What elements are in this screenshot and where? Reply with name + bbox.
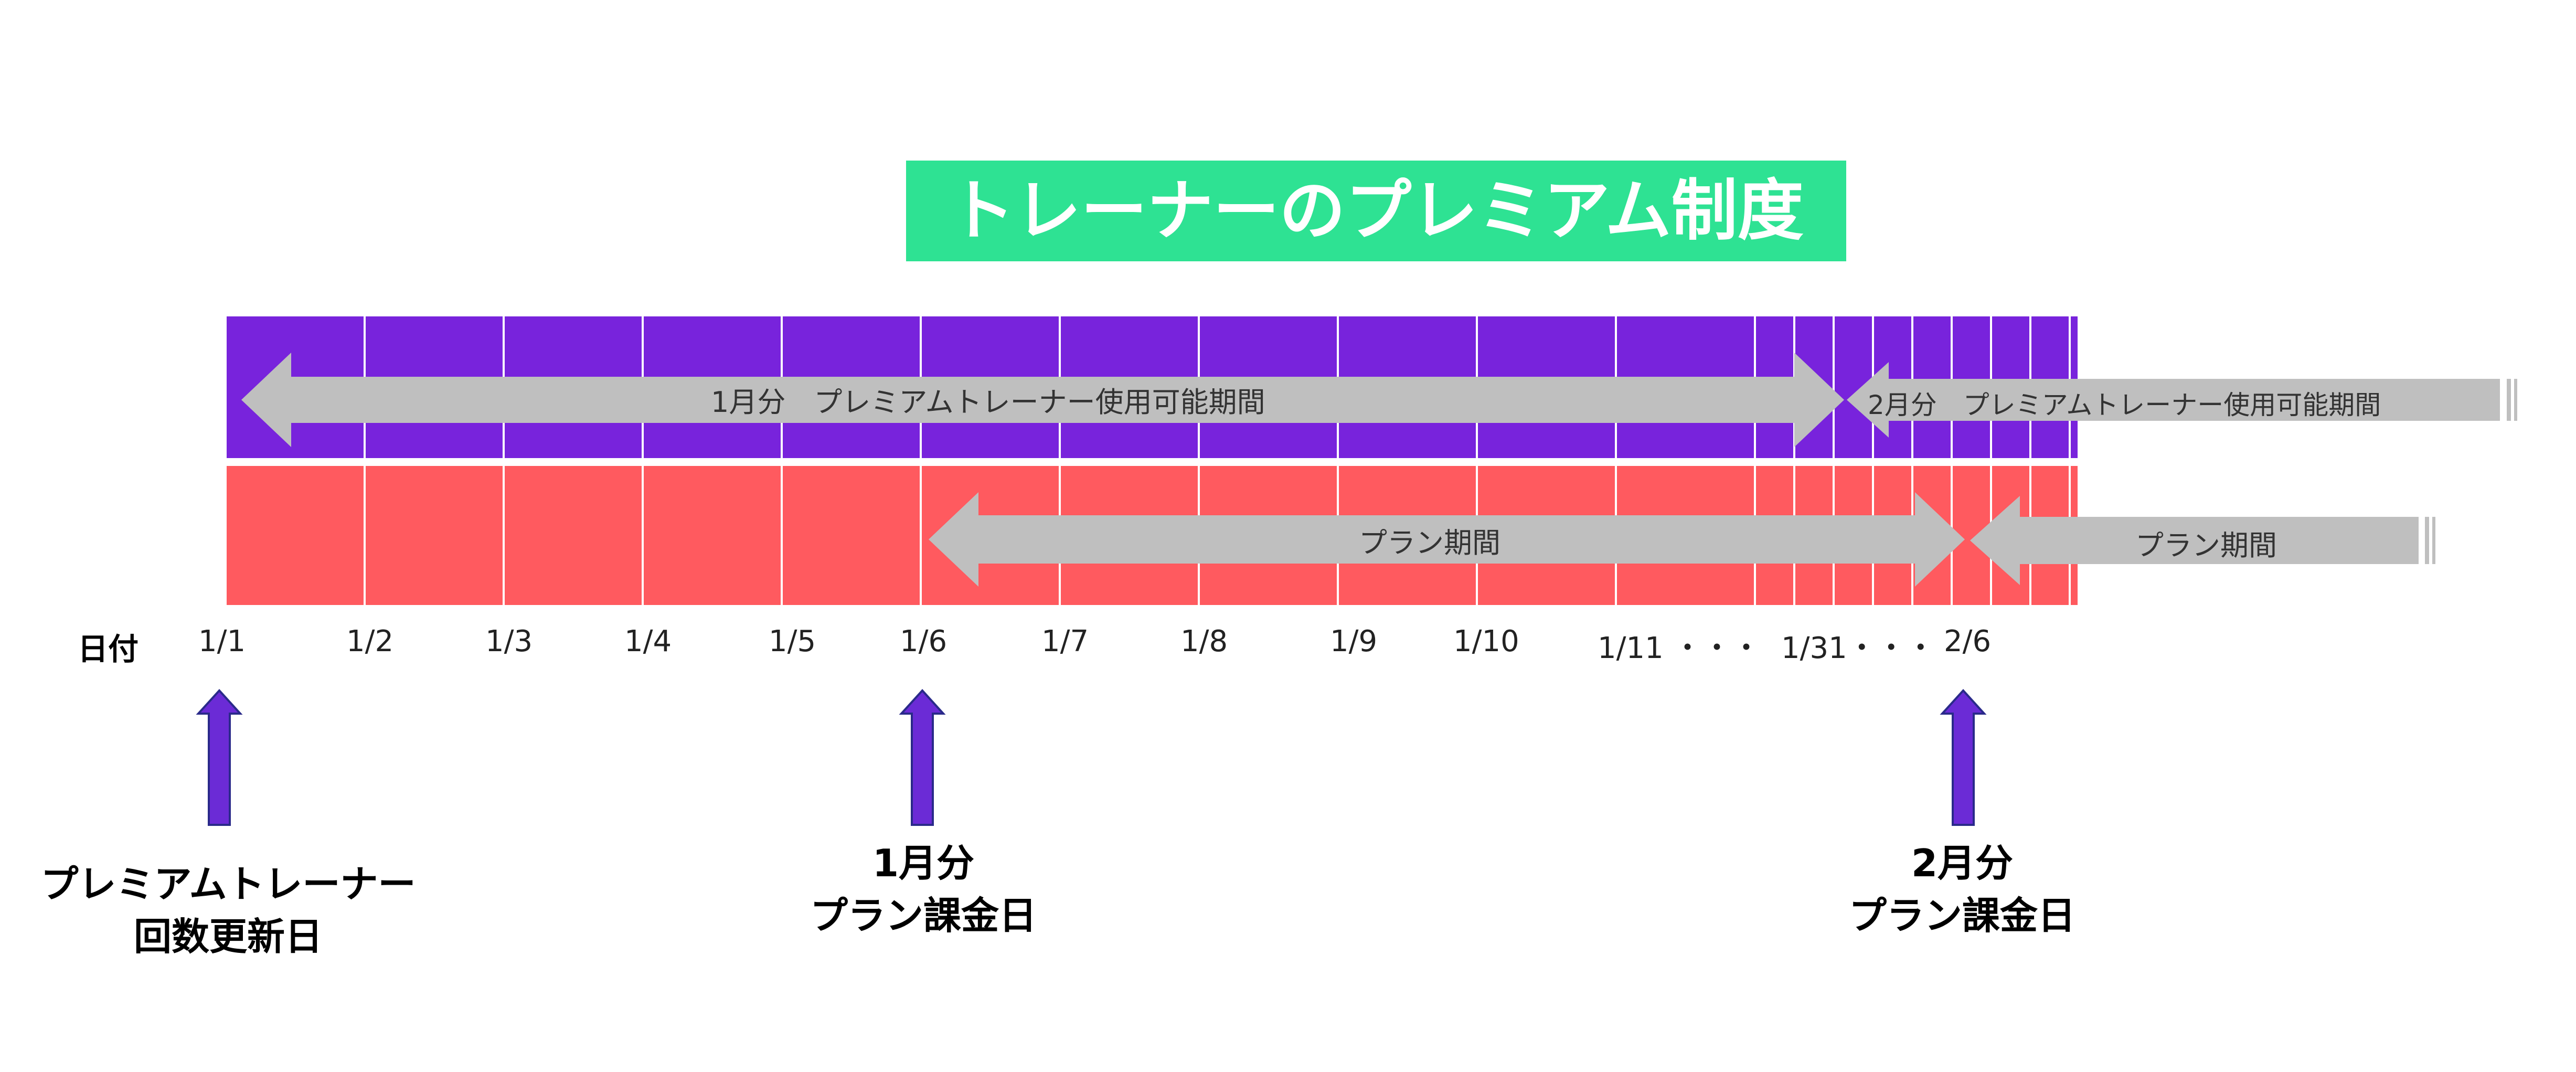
- axis-tick-label: 1/3: [485, 624, 533, 659]
- axis-tick-label: 1/8: [1180, 624, 1228, 659]
- plan-arrow-feb: [1970, 496, 2419, 585]
- caption-jan-billing: 1月分 プラン課金日: [776, 837, 1070, 942]
- plan-arrow-jan: [929, 492, 1965, 587]
- caption-line: プラン課金日: [810, 894, 1037, 938]
- premium-arrow-feb: [1847, 362, 2500, 438]
- plan-arrow-feb-cut: [2425, 517, 2429, 564]
- plan-arrow-feb-label: プラン期間: [2135, 529, 2277, 562]
- title-banner: [906, 161, 1846, 261]
- premium-day-cell: [1795, 316, 1835, 458]
- caption-line: 1月分: [872, 841, 975, 885]
- axis-label: 日付: [78, 631, 139, 667]
- axis-tick-label: 1/6: [900, 624, 948, 659]
- plan-day-cell: [505, 466, 644, 605]
- axis-tick-label: 1/4: [624, 624, 672, 659]
- axis-tick-label: 1/9: [1330, 624, 1378, 659]
- up-arrow-icon: [1940, 689, 1987, 826]
- plan-arrow-jan-label: プラン期間: [1359, 526, 1500, 559]
- caption-line: プレミアムトレーナー: [40, 862, 416, 906]
- premium-arrow-feb-cut2: [2514, 379, 2517, 421]
- premium-arrow-feb-label: 2月分 プレミアムトレーナー使用可能期間: [1868, 390, 2381, 420]
- premium-arrow-jan: [241, 353, 1844, 447]
- premium-arrow-jan-label: 1月分 プレミアムトレーナー使用可能期間: [711, 386, 1265, 419]
- caption-feb-billing: 2月分 プラン課金日: [1815, 837, 2109, 942]
- plan-day-cell: [783, 466, 922, 605]
- caption-premium-renewal: プレミアムトレーナー 回数更新日: [10, 858, 446, 963]
- axis-tick-label: 2/6: [1944, 624, 1992, 659]
- up-arrow-icon: [899, 689, 946, 826]
- plan-day-cell: [644, 466, 783, 605]
- axis-tick-label: 1/31・・・: [1781, 631, 1935, 665]
- plan-day-cell: [366, 466, 505, 605]
- diagram-title: トレーナーのプレミアム制度: [949, 172, 1804, 249]
- axis-tick-label: 1/7: [1041, 624, 1089, 659]
- caption-line: 2月分: [1911, 841, 2014, 885]
- axis-tick-label: 1/1: [198, 624, 246, 659]
- caption-line: プラン課金日: [1848, 894, 2075, 938]
- axis-tick-label: 1/11 ・・・: [1598, 631, 1761, 665]
- axis-tick-label: 1/2: [346, 624, 394, 659]
- axis-tick-label: 1/5: [769, 624, 816, 659]
- axis-tick-label: 1/10: [1453, 624, 1519, 659]
- plan-day-cell: [227, 466, 366, 605]
- up-arrow-icon: [196, 689, 243, 826]
- plan-arrow-feb-cut2: [2432, 517, 2435, 564]
- premium-arrow-feb-cut: [2507, 379, 2511, 421]
- caption-line: 回数更新日: [133, 915, 323, 959]
